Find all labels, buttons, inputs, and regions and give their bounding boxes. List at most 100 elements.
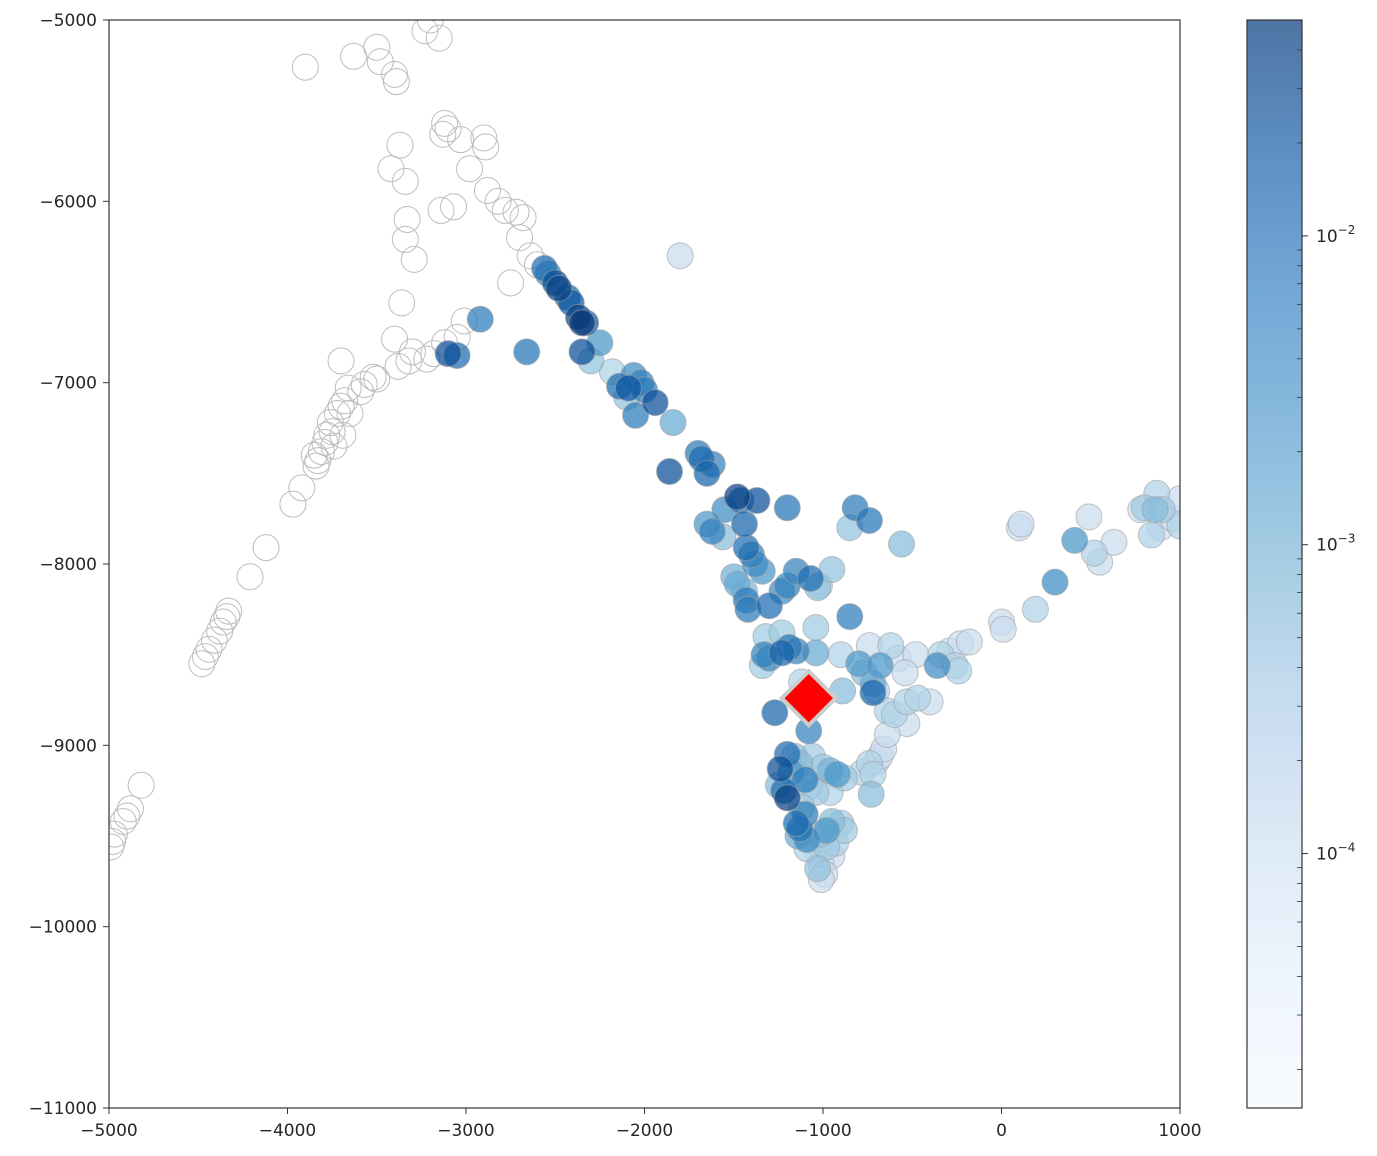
y-tick-label: −9000 xyxy=(39,736,97,756)
unvalued-point xyxy=(200,626,228,654)
data-point xyxy=(955,628,983,656)
unvalued-point xyxy=(470,124,498,152)
colorbar-frame xyxy=(1246,19,1303,1109)
unvalued-point xyxy=(195,635,223,663)
unvalued-point xyxy=(109,833,125,861)
x-tick-label: −5000 xyxy=(80,1121,138,1141)
x-tick-label: 0 xyxy=(996,1121,1007,1141)
data-point xyxy=(655,458,683,486)
x-axis-ticks: −5000 −4000 −3000 −2000 −1000 0 1000 xyxy=(80,1108,1202,1141)
unvalued-point xyxy=(472,133,500,161)
unvalued-point xyxy=(377,155,405,183)
data-point xyxy=(568,309,596,337)
unvalued-point xyxy=(236,563,264,591)
data-point xyxy=(545,274,573,302)
data-point xyxy=(466,305,494,333)
unvalued-point xyxy=(429,120,457,148)
unvalued-point xyxy=(327,392,355,420)
y-tick-label: −6000 xyxy=(39,192,97,212)
plot-area xyxy=(109,20,1180,894)
y-tick-label: −7000 xyxy=(39,374,97,394)
unvalued-point xyxy=(393,205,421,233)
axes-frame xyxy=(108,19,1181,1109)
colorbar-tick-label: 10−4 xyxy=(1316,841,1355,865)
colorbar-major-ticks: 10−4 10−3 10−2 xyxy=(1302,223,1355,865)
unvalued-point xyxy=(381,325,409,353)
unvalued-point xyxy=(320,432,348,460)
x-tick-label: −1000 xyxy=(794,1121,852,1141)
unvalued-point xyxy=(431,109,459,137)
colorbar: 10−4 10−3 10−2 xyxy=(1246,19,1355,1109)
unvalued-point xyxy=(215,597,243,625)
unvalued-point xyxy=(391,167,419,195)
colorbar-gradient xyxy=(1247,20,1302,1108)
unvalued-point xyxy=(336,399,364,427)
data-point xyxy=(823,760,851,788)
unvalued-point xyxy=(395,347,423,375)
unvalued-point xyxy=(252,534,280,562)
unvalued-point xyxy=(350,370,378,398)
y-tick-label: −5000 xyxy=(39,11,97,31)
data-point xyxy=(1061,526,1089,554)
unvalued-point xyxy=(440,193,468,221)
data-point xyxy=(866,652,894,680)
data-point xyxy=(923,652,951,680)
data-point xyxy=(1021,595,1049,623)
unvalued-point xyxy=(109,820,128,848)
unvalued-point xyxy=(427,196,455,224)
unvalued-point xyxy=(191,642,219,670)
data-point xyxy=(1080,539,1108,567)
unvalued-point xyxy=(425,24,453,52)
unvalued-point xyxy=(363,33,391,61)
data-point xyxy=(802,613,830,641)
marker-layer xyxy=(778,668,839,729)
unvalued-point xyxy=(456,155,484,183)
data-point xyxy=(698,517,726,545)
unvalued-point xyxy=(484,187,512,215)
unvalued-point xyxy=(329,421,357,449)
data-point xyxy=(791,766,819,794)
y-tick-label: −10000 xyxy=(29,918,97,938)
unvalued-point xyxy=(300,441,328,469)
unvalued-point xyxy=(288,474,316,502)
x-tick-label: 1000 xyxy=(1158,1121,1201,1141)
colorbar-tick-label: 10−3 xyxy=(1316,532,1355,556)
data-point xyxy=(755,592,783,620)
unvalued-point xyxy=(509,204,537,232)
unvalued-points-layer xyxy=(109,20,551,861)
data-point xyxy=(904,684,932,712)
data-point xyxy=(1137,521,1165,549)
unvalued-point xyxy=(109,827,127,855)
colorbar-minor-ticks xyxy=(1297,19,1302,1070)
y-tick-label: −8000 xyxy=(39,555,97,575)
x-tick-label: −2000 xyxy=(616,1121,674,1141)
unvalued-point xyxy=(347,378,375,406)
unvalued-point xyxy=(382,68,410,96)
data-point xyxy=(434,340,462,368)
data-point xyxy=(888,530,916,558)
data-point xyxy=(730,510,758,538)
data-point xyxy=(1041,568,1069,596)
data-point xyxy=(773,494,801,522)
y-axis-ticks: −5000 −6000 −7000 −8000 −9000 −10000 −11000 xyxy=(29,11,109,1119)
data-point xyxy=(857,780,885,808)
data-point xyxy=(732,534,760,562)
data-point xyxy=(797,565,825,593)
unvalued-point xyxy=(279,490,307,518)
data-point xyxy=(989,615,1017,643)
data-point xyxy=(1007,510,1035,538)
unvalued-point xyxy=(416,20,444,34)
data-point xyxy=(622,401,650,429)
unvalued-point xyxy=(206,617,234,645)
data-points-layer xyxy=(434,242,1180,894)
data-point xyxy=(891,659,919,687)
data-point xyxy=(761,699,789,727)
unvalued-point xyxy=(113,802,141,830)
data-point xyxy=(659,409,687,437)
data-point xyxy=(568,338,596,366)
data-point xyxy=(641,389,669,417)
unvalued-point xyxy=(388,289,416,317)
data-point xyxy=(836,603,864,631)
unvalued-point xyxy=(127,771,155,799)
